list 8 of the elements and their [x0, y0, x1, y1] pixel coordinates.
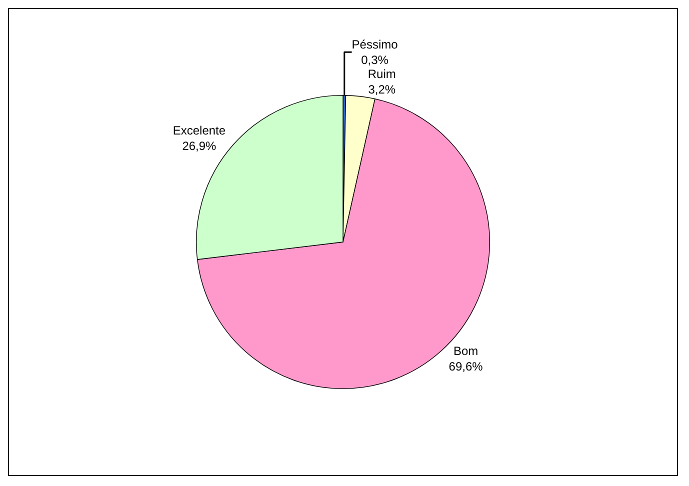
slice-label: Bom	[453, 344, 478, 358]
data-label: 26,9%	[182, 138, 217, 153]
data-label: 3,2%	[368, 82, 396, 97]
slice-label: Excelente	[172, 123, 226, 138]
data-label: 0,3%	[361, 52, 389, 67]
data-label: 69,6%	[448, 360, 484, 374]
slice-label: Péssimo	[352, 37, 398, 52]
slice-label: Ruim	[368, 66, 396, 81]
